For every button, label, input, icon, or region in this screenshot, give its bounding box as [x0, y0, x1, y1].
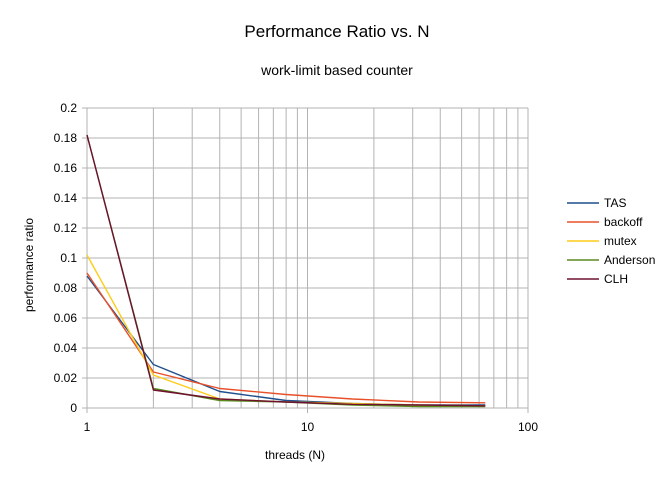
series-layer [86, 134, 486, 408]
legend-label-backoff: backoff [604, 215, 643, 229]
x-axis-label: threads (N) [265, 448, 325, 462]
y-tick-label: 0.1 [60, 251, 77, 265]
y-tick-label: 0.04 [54, 341, 78, 355]
y-tick-label: 0.16 [54, 161, 78, 175]
y-tick-label: 0.12 [54, 221, 78, 235]
x-tick-label: 1 [84, 420, 91, 434]
y-tick-label: 0.14 [54, 191, 78, 205]
x-tick-label: 10 [301, 420, 315, 434]
axis-layer: 0 0.02 0.04 0.06 0.08 0.1 0.12 0.14 0.16 0.18 0.2 1… [54, 101, 539, 434]
legend-label-anderson: Anderson [604, 253, 655, 267]
y-tick-label: 0.2 [60, 101, 77, 115]
y-tick-label: 0 [70, 401, 77, 415]
legend-label-tas: TAS [604, 196, 626, 210]
series-line-clh [86, 134, 486, 407]
legend: TAS backoff mutex Anderson CLH [567, 196, 655, 286]
y-tick-label: 0.08 [54, 281, 78, 295]
legend-label-mutex: mutex [604, 234, 637, 248]
chart-subtitle: work-limit based counter [260, 62, 413, 78]
y-tick-label: 0.18 [54, 131, 78, 145]
y-tick-label: 0.02 [54, 371, 78, 385]
grid-layer [86, 107, 529, 409]
legend-label-clh: CLH [604, 272, 628, 286]
y-axis-label: performance ratio [22, 218, 36, 312]
chart-title: Performance Ratio vs. N [244, 22, 429, 41]
y-tick-label: 0.06 [54, 311, 78, 325]
series-line-backoff [86, 272, 486, 404]
x-tick-label: 100 [518, 420, 538, 434]
